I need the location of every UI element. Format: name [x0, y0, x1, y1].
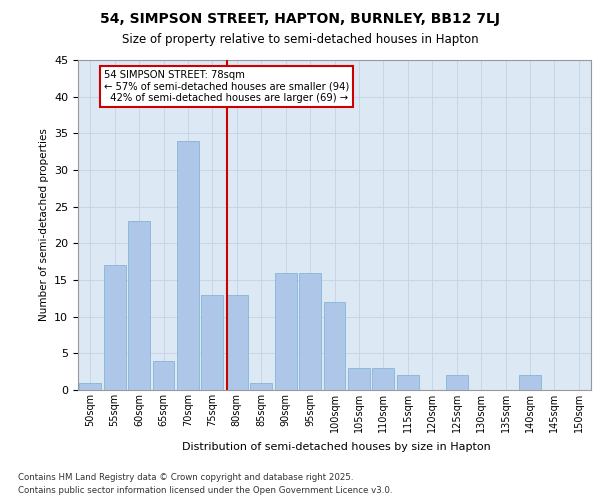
Bar	[299, 272, 321, 390]
Text: Distribution of semi-detached houses by size in Hapton: Distribution of semi-detached houses by …	[182, 442, 490, 452]
Bar	[128, 222, 150, 390]
Text: Size of property relative to semi-detached houses in Hapton: Size of property relative to semi-detach…	[122, 32, 478, 46]
Bar	[323, 302, 346, 390]
Bar	[446, 376, 467, 390]
Bar	[275, 272, 296, 390]
Bar	[226, 294, 248, 390]
Text: 54, SIMPSON STREET, HAPTON, BURNLEY, BB12 7LJ: 54, SIMPSON STREET, HAPTON, BURNLEY, BB1…	[100, 12, 500, 26]
Bar	[104, 266, 125, 390]
Y-axis label: Number of semi-detached properties: Number of semi-detached properties	[38, 128, 49, 322]
Bar	[202, 294, 223, 390]
Text: 54 SIMPSON STREET: 78sqm
← 57% of semi-detached houses are smaller (94)
  42% of: 54 SIMPSON STREET: 78sqm ← 57% of semi-d…	[104, 70, 349, 103]
Bar	[79, 382, 101, 390]
Bar	[152, 360, 175, 390]
Text: Contains public sector information licensed under the Open Government Licence v3: Contains public sector information licen…	[18, 486, 392, 495]
Bar	[348, 368, 370, 390]
Bar	[373, 368, 394, 390]
Text: Contains HM Land Registry data © Crown copyright and database right 2025.: Contains HM Land Registry data © Crown c…	[18, 472, 353, 482]
Bar	[250, 382, 272, 390]
Bar	[397, 376, 419, 390]
Bar	[519, 376, 541, 390]
Bar	[177, 140, 199, 390]
